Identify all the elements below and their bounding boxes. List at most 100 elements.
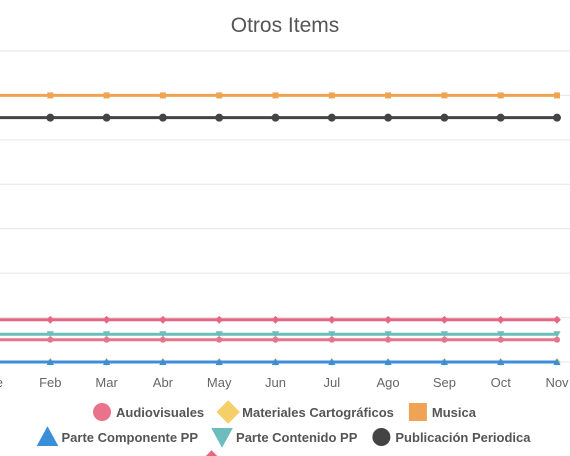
data-point: [271, 315, 280, 324]
legend-label: Publicación Periodica: [395, 430, 531, 445]
legend-item-parte-contenido-pp[interactable]: Parte Contenido PP: [211, 428, 358, 448]
data-point: [102, 113, 111, 122]
data-point: [440, 331, 448, 338]
data-point: [271, 113, 280, 122]
series-recursos-electronicos: [0, 315, 561, 324]
data-point: [554, 336, 560, 343]
series-parte-contenido-pp: [0, 331, 561, 338]
data-point: [328, 336, 335, 343]
legend-marker-icon: [205, 450, 218, 456]
data-point: [327, 113, 336, 122]
series-musica: [0, 92, 560, 99]
legend-marker-icon: [216, 400, 240, 424]
data-point: [215, 113, 224, 122]
legend-item-materiales-cartograficos[interactable]: Materiales Cartográficos: [216, 400, 394, 424]
data-point: [272, 92, 279, 99]
legend[interactable]: Audiovisuales Materiales Cartográficos Mus…: [36, 400, 532, 456]
data-point: [103, 92, 110, 99]
series-publicacion-periodica: [0, 113, 561, 122]
data-point: [553, 331, 561, 338]
data-point: [497, 92, 504, 99]
data-point: [159, 331, 167, 338]
data-point: [497, 331, 505, 338]
x-tick-label: Jun: [265, 375, 286, 390]
data-point: [47, 92, 54, 99]
x-tick-label: Feb: [39, 375, 61, 390]
data-point: [159, 358, 167, 365]
data-point: [385, 336, 392, 343]
legend-marker-icon: [372, 428, 391, 446]
x-tick-label: May: [207, 375, 232, 390]
data-point: [46, 331, 54, 338]
legend-item-parte-componente-pp[interactable]: Parte Componente PP: [36, 426, 199, 446]
data-point: [328, 331, 336, 338]
data-point: [159, 336, 166, 343]
data-point: [384, 358, 392, 365]
grid: [0, 50, 570, 363]
data-point: [216, 92, 223, 99]
data-point: [103, 336, 110, 343]
legend-marker-icon: [36, 426, 59, 446]
data-point: [384, 315, 392, 324]
x-tick-label: Oct: [491, 375, 512, 390]
x-tick-label: Abr: [153, 375, 174, 390]
legend-item-publicacion-periodica[interactable]: Publicación Periodica: [372, 428, 531, 446]
chart-title: Otros Items: [231, 14, 340, 37]
x-tick-label: Jul: [323, 375, 340, 390]
legend-marker-icon: [211, 428, 233, 448]
x-tick-label: Nov: [545, 375, 569, 390]
series-lines: [0, 92, 561, 366]
data-point: [440, 358, 448, 365]
legend-item-recursos-electronicos[interactable]: Recursos Electrónicos: [200, 450, 367, 456]
series-parte-componente-pp: [0, 358, 561, 365]
data-point: [159, 315, 167, 324]
data-point: [441, 336, 448, 343]
data-point: [553, 315, 561, 324]
data-point: [47, 336, 54, 343]
data-point: [385, 92, 392, 99]
data-point: [496, 315, 505, 324]
data-point: [215, 331, 223, 338]
data-point: [496, 113, 505, 122]
data-point: [216, 336, 223, 343]
data-point: [46, 358, 54, 365]
legend-marker-icon: [93, 403, 112, 421]
data-point: [553, 358, 561, 365]
legend-label: Parte Contenido PP: [236, 430, 358, 445]
legend-item-musica[interactable]: Musica: [408, 403, 477, 421]
legend-label: Parte Componente PP: [62, 430, 199, 445]
data-point: [384, 113, 393, 122]
x-tick-label: e: [0, 375, 3, 390]
data-point: [441, 92, 448, 99]
data-point: [271, 331, 280, 338]
data-point: [328, 358, 336, 365]
data-point: [328, 92, 335, 99]
data-point: [215, 358, 223, 365]
data-point: [440, 315, 449, 324]
data-point: [271, 358, 280, 365]
data-point: [158, 113, 167, 122]
data-point: [497, 358, 505, 365]
data-point: [46, 315, 55, 324]
data-point: [103, 331, 111, 338]
data-point: [384, 331, 392, 338]
data-point: [215, 315, 224, 324]
data-point: [103, 358, 111, 365]
legend-label: Audiovisuales: [116, 405, 204, 420]
x-tick-label: Mar: [95, 375, 118, 390]
data-point: [46, 113, 55, 122]
data-point: [497, 336, 504, 343]
data-point: [440, 113, 449, 122]
legend-marker-icon: [408, 403, 427, 421]
data-point: [327, 315, 336, 324]
data-point: [553, 113, 561, 122]
data-point: [159, 92, 166, 99]
legend-item-audiovisuales[interactable]: Audiovisuales: [93, 403, 204, 421]
data-point: [554, 92, 560, 99]
legend-label: Musica: [432, 405, 477, 420]
series-audiovisuales: [0, 336, 560, 343]
x-tick-label: Ago: [377, 375, 400, 390]
data-point: [102, 315, 111, 324]
x-axis-ticks: e Feb Mar Abr May Jun Jul Ago Sep Oct Nov: [0, 375, 569, 390]
